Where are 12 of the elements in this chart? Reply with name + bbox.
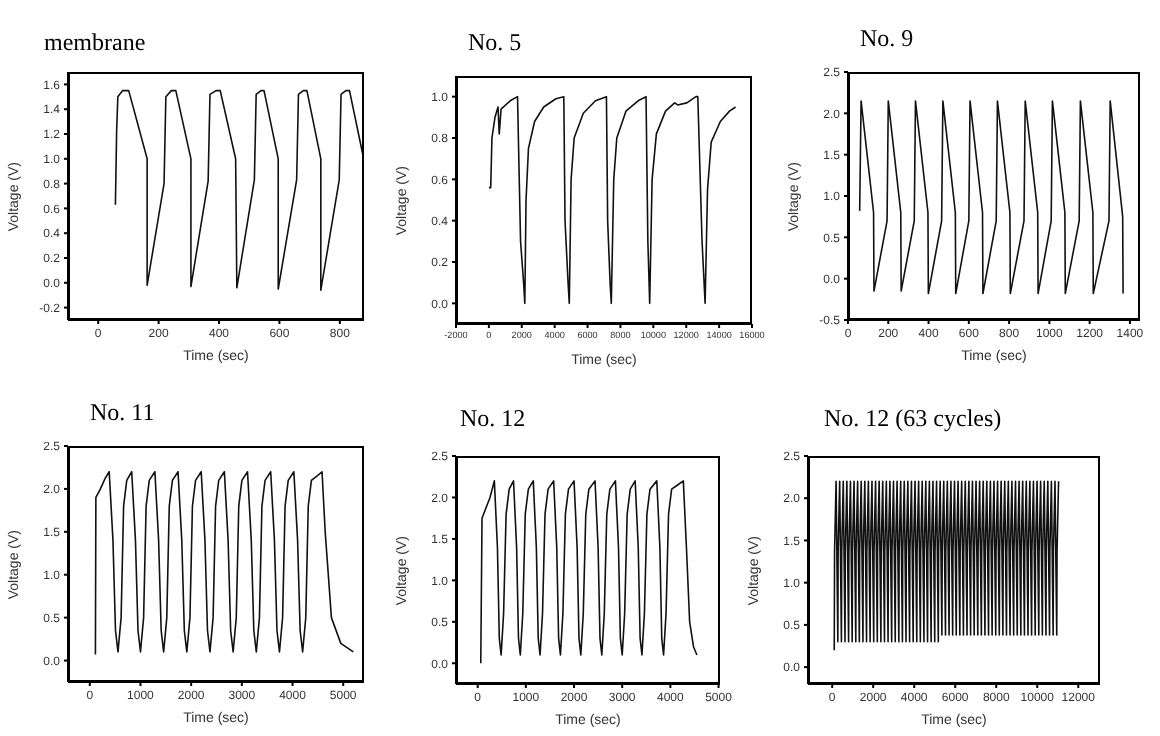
- chart-title: No. 11: [90, 398, 155, 428]
- line-series: [479, 480, 698, 665]
- line-series: [488, 95, 737, 305]
- chart-title: No. 12 (63 cycles): [824, 404, 1002, 434]
- line-series: [833, 480, 1060, 652]
- line-series: [858, 100, 1124, 295]
- chart-title: membrane: [44, 28, 146, 58]
- line-series: [94, 470, 355, 656]
- chart-title: No. 12: [460, 404, 526, 434]
- chart-title: No. 9: [860, 24, 914, 54]
- line-series: [114, 89, 364, 292]
- chart-title: No. 5: [468, 28, 522, 58]
